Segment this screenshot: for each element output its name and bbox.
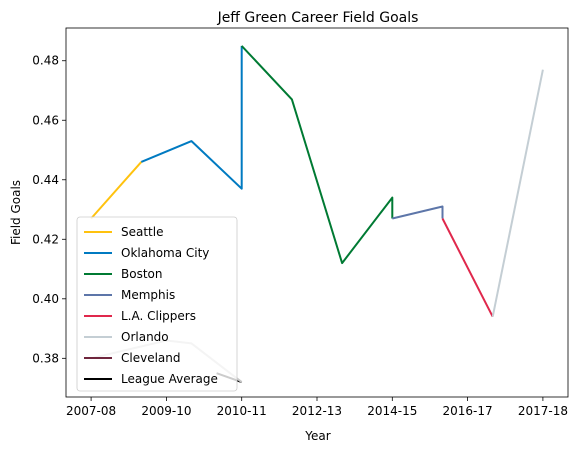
x-tick-label: 2014-15: [367, 404, 417, 418]
legend-label: L.A. Clippers: [121, 309, 196, 323]
y-tick-label: 0.46: [32, 113, 59, 127]
legend-box: [76, 216, 238, 392]
x-axis-label: Year: [304, 429, 330, 443]
legend: Seattle Oklahoma City Boston Memphis L.A. Cl…: [76, 216, 238, 392]
x-tick-label: 2012-13: [292, 404, 342, 418]
x-tick-label: 2016-17: [443, 404, 493, 418]
series-line-seattle: [90, 161, 143, 220]
legend-label: Boston: [121, 267, 162, 281]
series-line-l-a-clippers: [441, 218, 494, 318]
y-tick-label: 0.40: [32, 292, 59, 306]
legend-label: Orlando: [121, 330, 169, 344]
y-tick-label: 0.48: [32, 54, 59, 68]
series-line-boston: [240, 45, 394, 265]
x-tick-label: 2017-18: [518, 404, 568, 418]
legend-label: Memphis: [121, 288, 175, 302]
x-tick-label: 2007-08: [66, 404, 116, 418]
y-tick-label: 0.44: [32, 173, 59, 187]
x-tick-label: 2009-10: [141, 404, 191, 418]
chart-title: Jeff Green Career Field Goals: [217, 10, 419, 26]
series-line-orlando: [491, 69, 544, 317]
legend-label: Oklahoma City: [121, 246, 209, 260]
legend-label: Seattle: [121, 225, 163, 239]
x-tick-label: 2010-11: [217, 404, 267, 418]
legend-label: Cleveland: [121, 351, 181, 365]
y-axis-label: Field Goals: [9, 180, 23, 245]
x-axis: 2007-08 2009-10 2010-11 2012-13 2014-15 2016-…: [66, 397, 568, 418]
y-tick-label: 0.38: [32, 351, 59, 365]
legend-label: League Average: [121, 372, 218, 386]
series-line-memphis: [392, 205, 444, 220]
y-tick-label: 0.42: [32, 232, 59, 246]
y-axis: 0.38 0.40 0.42 0.44 0.46 0.48: [32, 54, 66, 365]
series-line-oklahoma-city: [140, 45, 243, 190]
plot-lines: [90, 45, 544, 384]
